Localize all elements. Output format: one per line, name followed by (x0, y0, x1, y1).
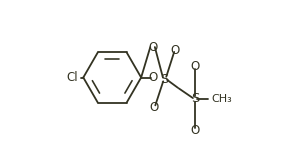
Text: O: O (149, 71, 158, 84)
Text: Cl: Cl (66, 71, 78, 84)
Text: O: O (171, 44, 180, 57)
Text: CH₃: CH₃ (212, 94, 232, 104)
Text: S: S (191, 92, 200, 105)
Text: O: O (191, 60, 200, 73)
Text: O: O (148, 41, 157, 54)
Text: O: O (149, 101, 159, 114)
Text: S: S (160, 73, 169, 86)
Text: O: O (191, 124, 200, 137)
